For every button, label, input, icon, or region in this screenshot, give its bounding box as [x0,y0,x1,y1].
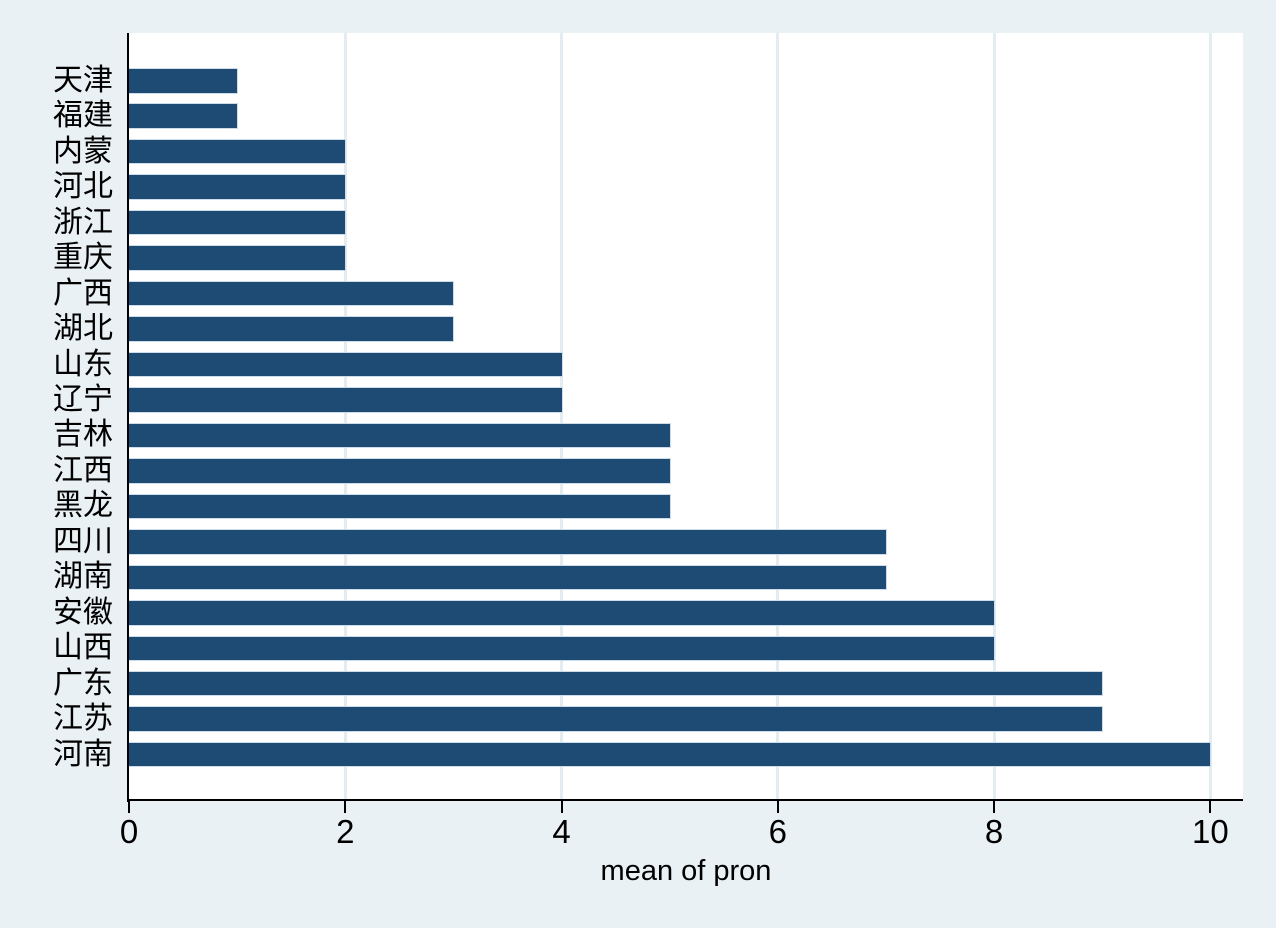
y-axis-label: 浙江 [53,205,113,239]
y-axis-label: 重庆 [53,241,113,275]
bar [129,530,886,554]
y-axis-label: 广西 [53,276,113,310]
y-axis-label: 山东 [53,347,113,381]
x-tick [776,801,779,813]
x-tick-label: 8 [984,813,1004,850]
y-axis-label: 河南 [53,737,113,771]
x-tick [560,801,563,813]
bar [129,423,670,448]
x-tick-label: 6 [768,813,787,850]
x-tick-label: 0 [119,813,139,850]
bar [129,139,346,164]
bar [129,459,670,483]
bar [129,707,1103,731]
bar [129,104,238,128]
bar [129,494,670,519]
bar [129,281,454,306]
y-axis-label: 四川 [53,524,113,558]
x-tick-label: 4 [552,813,571,850]
y-axis-label: 吉林 [53,418,113,452]
y-axis-label: 湖北 [53,312,113,346]
y-axis-label: 山西 [53,631,113,665]
bar [129,671,1103,696]
gridline [1208,33,1212,800]
bar [129,565,886,590]
bar [129,246,346,270]
x-tick-label: 10 [1192,813,1229,850]
bar [129,175,346,199]
x-tick [993,801,996,813]
gridline [560,33,564,800]
bar [129,636,995,661]
gridline [343,33,347,800]
x-tick [128,801,130,813]
gridline [776,33,780,800]
y-axis-label: 天津 [53,63,113,97]
y-axis-label: 广东 [53,666,113,700]
y-axis-label: 江苏 [53,702,113,736]
y-axis-label: 黑龙 [53,489,113,523]
bar [129,69,238,93]
y-axis-label: 辽宁 [53,382,113,416]
gridline [992,33,996,800]
x-tick [1209,801,1212,813]
bar [129,388,562,412]
bar [129,601,995,625]
x-tick-label: 2 [336,813,355,850]
y-axis-line [127,33,129,802]
x-axis-line [127,799,1243,801]
x-tick [344,801,347,813]
bar [129,742,1211,767]
y-axis-label: 河北 [53,170,113,204]
y-axis-label: 湖南 [53,560,113,594]
y-axis-label: 安徽 [53,595,113,629]
plot-area [129,33,1243,800]
y-axis-label: 福建 [53,99,113,133]
y-axis-label: 内蒙 [53,134,113,168]
bar [129,210,346,235]
bar [129,317,454,341]
bar [129,352,562,377]
y-axis-label: 江西 [53,453,113,487]
x-axis-title: mean of pron [600,855,772,887]
